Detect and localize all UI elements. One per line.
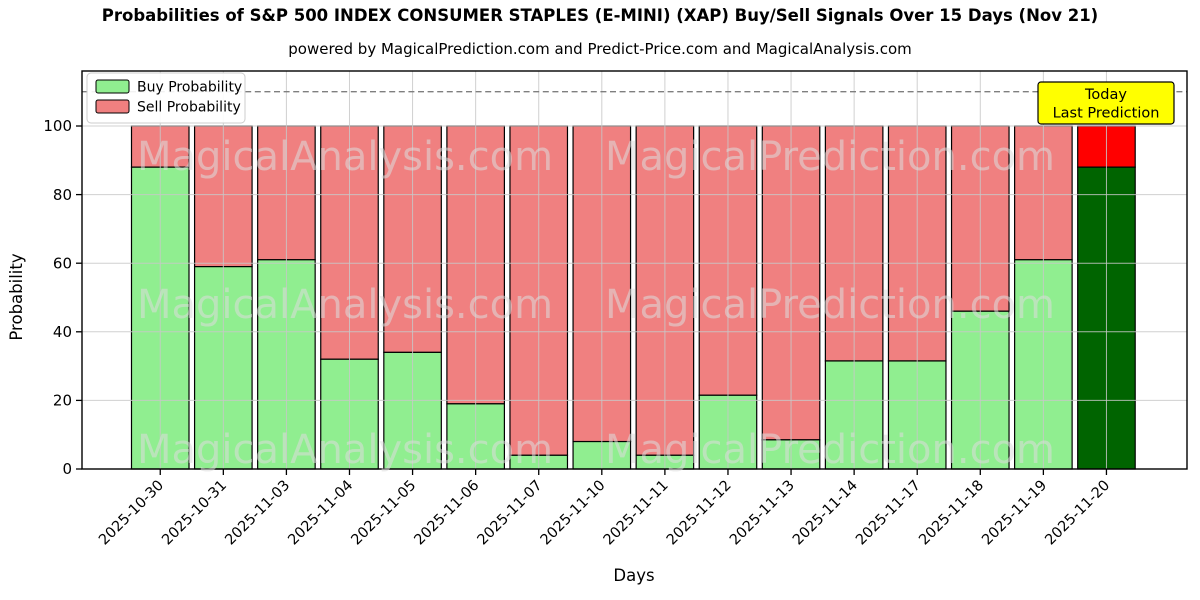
y-tick-label: 80 (53, 186, 72, 204)
x-tick-label: 2025-11-19 (979, 478, 1050, 549)
today-annotation-line1: Today (1084, 87, 1127, 103)
y-tick-label: 0 (62, 460, 72, 478)
chart-subtitle: powered by MagicalPrediction.com and Pre… (288, 40, 912, 58)
today-annotation-box (1037, 81, 1175, 125)
legend-label-sell: Sell Probability (137, 100, 241, 116)
legend-label-buy: Buy Probability (137, 80, 242, 96)
x-tick-label: 2025-10-31 (159, 478, 230, 549)
watermark-text: MagicalAnalysis.com (137, 134, 553, 180)
x-tick-label: 2025-11-05 (348, 478, 419, 549)
x-tick-label: 2025-11-17 (853, 478, 924, 549)
y-axis-label: Probability (7, 253, 26, 340)
x-tick-label: 2025-11-12 (664, 478, 735, 549)
x-tick-label: 2025-11-11 (601, 478, 672, 549)
watermark-text: MagicalAnalysis.com (137, 282, 553, 328)
y-tick-label: 100 (43, 117, 72, 135)
watermark-text: MagicalPrediction.com (605, 427, 1055, 473)
x-tick-label: 2025-11-14 (790, 478, 861, 549)
x-tick-label: 2025-11-06 (412, 478, 483, 549)
axes-frame (81, 70, 1188, 470)
x-axis-label: Days (613, 566, 654, 585)
x-tick-label: 2025-11-07 (475, 478, 546, 549)
x-tick-label: 2025-11-20 (1042, 478, 1113, 549)
watermark-text: MagicalAnalysis.com (137, 427, 553, 473)
chart-title: Probabilities of S&P 500 INDEX CONSUMER … (102, 6, 1098, 25)
watermark-text: MagicalPrediction.com (605, 134, 1055, 180)
x-tick-label: 2025-11-04 (285, 478, 356, 549)
y-tick-label: 60 (53, 254, 72, 272)
legend-swatch-sell (95, 99, 130, 114)
today-annotation: Today Last Prediction (1037, 81, 1175, 125)
y-tick-label: 20 (53, 392, 72, 410)
today-annotation-line2: Last Prediction (1053, 106, 1160, 122)
x-tick-label: 2025-11-13 (727, 478, 798, 549)
plot-area: 0204060801002025-10-302025-10-312025-11-… (43, 70, 1188, 549)
legend: Buy Probability Sell Probability (86, 72, 246, 124)
x-tick-label: 2025-11-03 (222, 478, 293, 549)
watermark-text: MagicalPrediction.com (605, 282, 1055, 328)
x-tick-label: 2025-11-10 (538, 478, 609, 549)
y-tick-label: 40 (53, 323, 72, 341)
x-tick-label: 2025-11-18 (916, 478, 987, 549)
legend-swatch-buy (95, 79, 130, 94)
x-tick-label: 2025-10-30 (96, 478, 167, 549)
